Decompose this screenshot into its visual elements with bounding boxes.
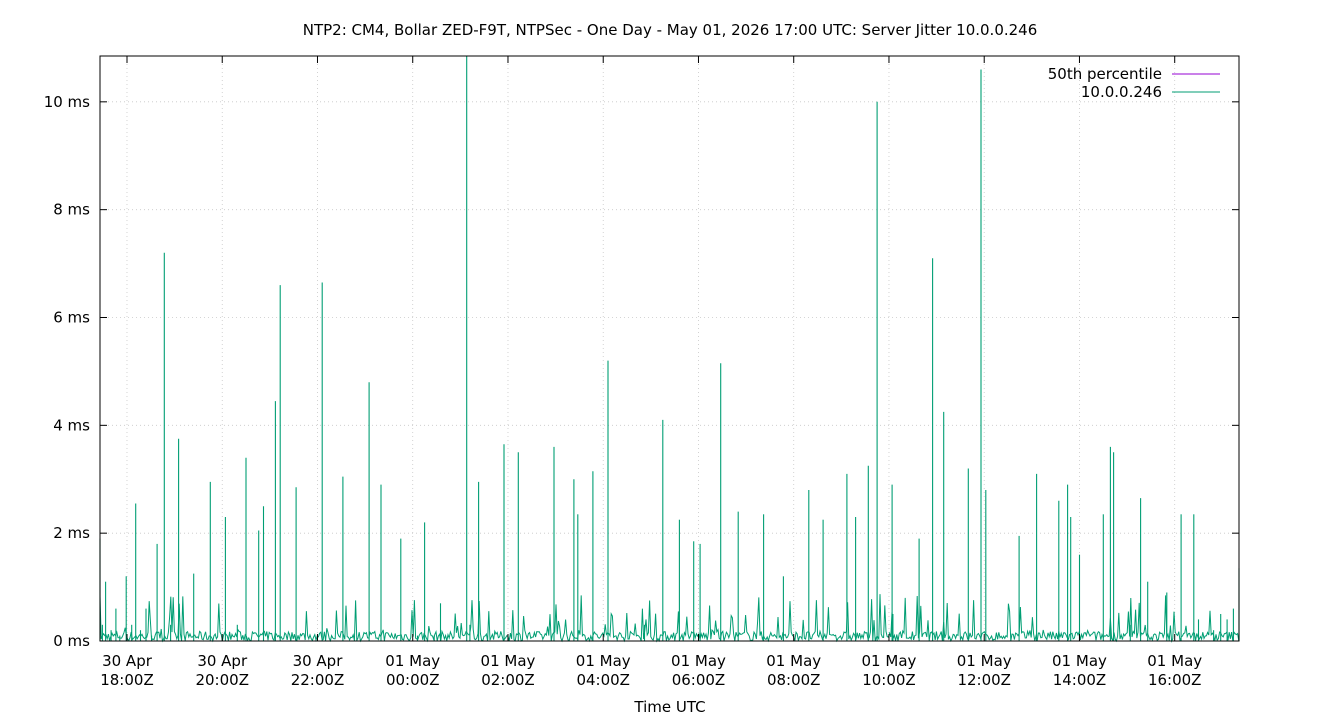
plot-series: [99, 56, 1240, 643]
x-tick-label-time: 04:00Z: [576, 671, 630, 689]
x-tick-label-time: 14:00Z: [1053, 671, 1107, 689]
legend-label-median: 50th percentile: [1048, 65, 1162, 83]
y-tick-label: 10 ms: [44, 93, 90, 111]
x-tick-label-time: 20:00Z: [195, 671, 249, 689]
y-tick-label: 2 ms: [53, 524, 90, 542]
x-tick-label-time: 08:00Z: [767, 671, 821, 689]
x-tick-label-time: 22:00Z: [291, 671, 345, 689]
y-tick-label: 6 ms: [53, 308, 90, 326]
series-server-noise: [99, 594, 1240, 643]
x-tick-label-date: 01 May: [766, 652, 821, 670]
grid: [100, 56, 1239, 641]
legend-label-server: 10.0.0.246: [1081, 83, 1162, 101]
x-tick-label-date: 01 May: [481, 652, 536, 670]
x-tick-label-date: 30 Apr: [197, 652, 248, 670]
x-tick-label-time: 16:00Z: [1148, 671, 1202, 689]
x-tick-label-date: 01 May: [576, 652, 631, 670]
x-tick-label-date: 30 Apr: [293, 652, 344, 670]
x-tick-label-time: 00:00Z: [386, 671, 440, 689]
x-tick-label-time: 10:00Z: [862, 671, 916, 689]
x-tick-label-date: 01 May: [1052, 652, 1107, 670]
x-tick-label-date: 01 May: [1147, 652, 1202, 670]
x-tick-label-time: 06:00Z: [672, 671, 726, 689]
legend: 50th percentile 10.0.0.246: [1048, 65, 1220, 101]
x-tick-label-time: 02:00Z: [481, 671, 535, 689]
x-tick-label-time: 12:00Z: [957, 671, 1011, 689]
x-axis-label: Time UTC: [633, 698, 705, 716]
chart-title: NTP2: CM4, Bollar ZED-F9T, NTPSec - One …: [303, 21, 1038, 39]
y-tick-label: 8 ms: [53, 201, 90, 219]
x-tick-label-date: 01 May: [862, 652, 917, 670]
x-tick-label-date: 01 May: [671, 652, 726, 670]
x-tick-label-date: 01 May: [385, 652, 440, 670]
x-tick-label-date: 30 Apr: [102, 652, 153, 670]
plot-frame: [99, 55, 1240, 642]
y-tick-label: 4 ms: [53, 416, 90, 434]
x-tick-label-date: 01 May: [957, 652, 1012, 670]
x-tick-label-time: 18:00Z: [100, 671, 154, 689]
y-tick-label: 0 ms: [53, 632, 90, 650]
